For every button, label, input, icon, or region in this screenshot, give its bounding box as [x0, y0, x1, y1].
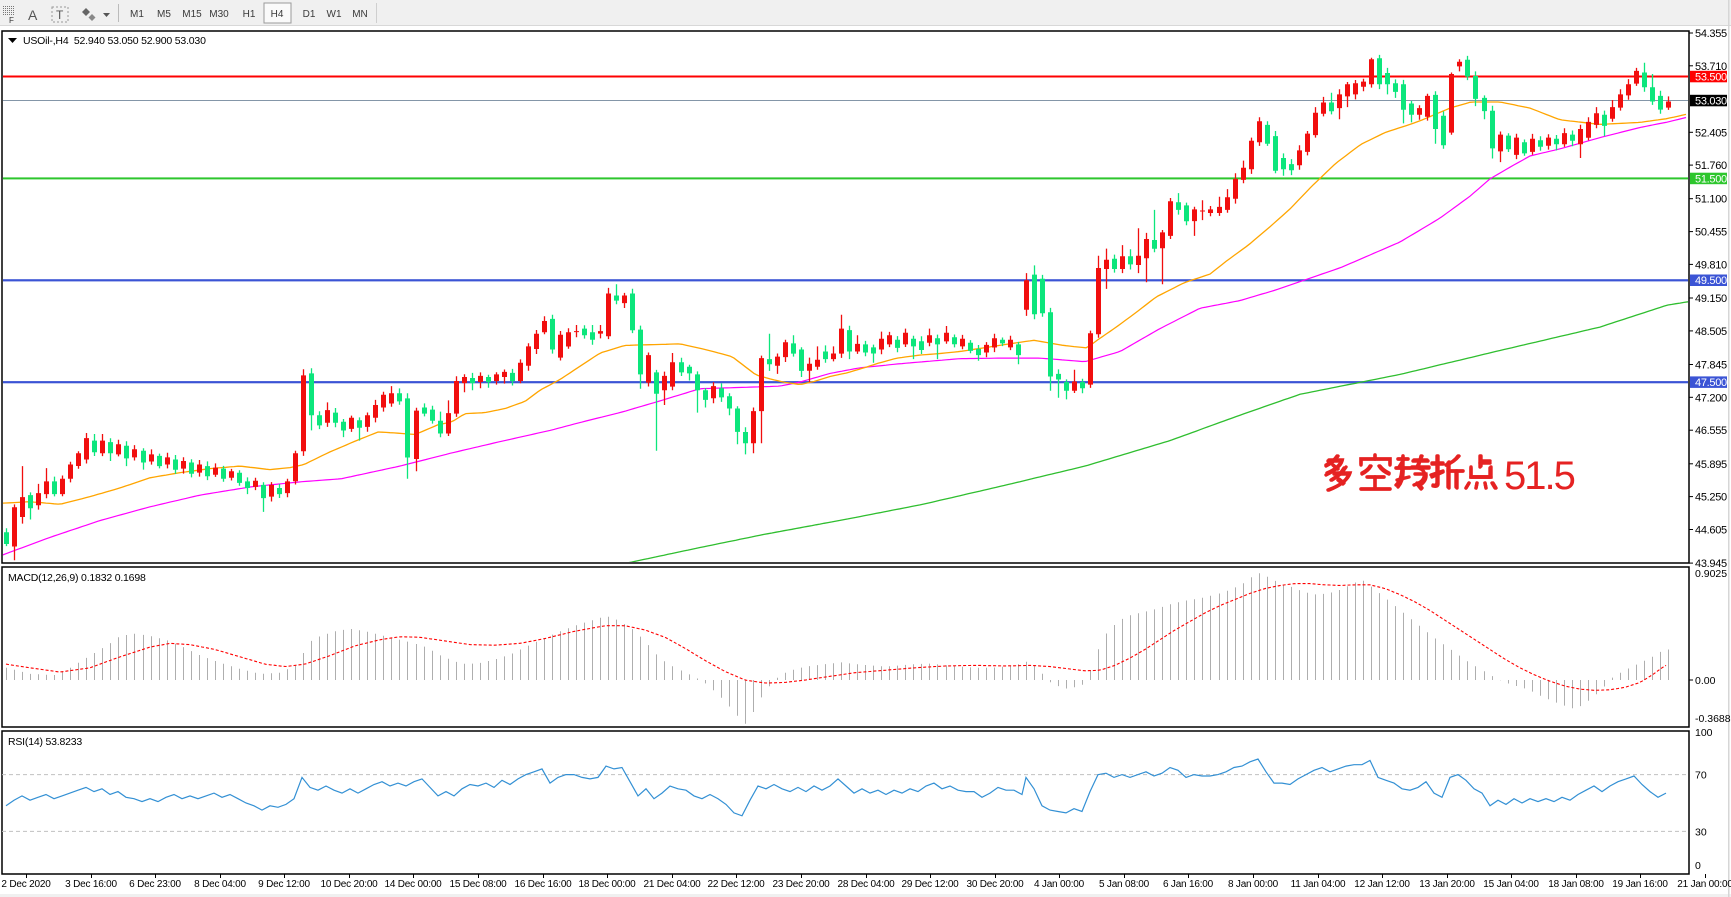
- svg-text:15 Jan 04:00: 15 Jan 04:00: [1483, 879, 1539, 890]
- svg-text:51.100: 51.100: [1695, 194, 1727, 206]
- svg-text:M30: M30: [209, 9, 229, 20]
- svg-text:6 Dec 23:00: 6 Dec 23:00: [129, 879, 181, 890]
- svg-text:12 Jan 12:00: 12 Jan 12:00: [1354, 879, 1410, 890]
- svg-text:21 Jan 00:00: 21 Jan 00:00: [1677, 879, 1731, 890]
- svg-text:0: 0: [1695, 860, 1701, 872]
- svg-text:53.030: 53.030: [1695, 96, 1727, 108]
- svg-text:47.500: 47.500: [1695, 377, 1727, 389]
- svg-text:W1: W1: [327, 9, 342, 20]
- svg-text:51.760: 51.760: [1695, 160, 1727, 172]
- svg-text:54.355: 54.355: [1695, 28, 1727, 40]
- svg-text:5 Jan 08:00: 5 Jan 08:00: [1099, 879, 1150, 890]
- svg-text:6 Jan 16:00: 6 Jan 16:00: [1163, 879, 1214, 890]
- svg-text:47.845: 47.845: [1695, 360, 1727, 372]
- svg-text:A: A: [28, 7, 38, 23]
- svg-text:100: 100: [1695, 727, 1713, 739]
- svg-text:52.405: 52.405: [1695, 127, 1727, 139]
- svg-text:22 Dec 12:00: 22 Dec 12:00: [707, 879, 765, 890]
- svg-text:30 Dec 20:00: 30 Dec 20:00: [966, 879, 1024, 890]
- svg-text:50.455: 50.455: [1695, 227, 1727, 239]
- svg-text:0.00: 0.00: [1695, 675, 1716, 687]
- svg-text:9 Dec 12:00: 9 Dec 12:00: [258, 879, 310, 890]
- svg-text:3 Dec 16:00: 3 Dec 16:00: [65, 879, 117, 890]
- svg-text:53.500: 53.500: [1695, 72, 1727, 84]
- svg-text:M1: M1: [130, 9, 144, 20]
- svg-text:-0.3688: -0.3688: [1695, 713, 1731, 725]
- svg-text:2 Dec 2020: 2 Dec 2020: [1, 879, 51, 890]
- svg-text:70: 70: [1695, 770, 1707, 782]
- svg-text:8 Jan 00:00: 8 Jan 00:00: [1228, 879, 1279, 890]
- svg-text:M5: M5: [157, 9, 171, 20]
- svg-text:45.250: 45.250: [1695, 492, 1727, 504]
- svg-text:44.605: 44.605: [1695, 525, 1727, 537]
- svg-text:46.555: 46.555: [1695, 425, 1727, 437]
- svg-text:30: 30: [1695, 826, 1707, 838]
- svg-text:49.500: 49.500: [1695, 275, 1727, 287]
- svg-text:45.895: 45.895: [1695, 459, 1727, 471]
- svg-text:48.505: 48.505: [1695, 326, 1727, 338]
- svg-text:51.5: 51.5: [1504, 454, 1575, 498]
- svg-text:13 Jan 20:00: 13 Jan 20:00: [1419, 879, 1475, 890]
- svg-text:USOil-,H4 52.940 53.050 52.90: USOil-,H4 52.940 53.050 52.900 53.030: [23, 35, 206, 47]
- svg-text:43.945: 43.945: [1695, 558, 1727, 570]
- svg-text:51.500: 51.500: [1695, 173, 1727, 185]
- svg-text:4 Jan 00:00: 4 Jan 00:00: [1034, 879, 1085, 890]
- svg-text:T: T: [56, 8, 64, 22]
- svg-text:16 Dec 16:00: 16 Dec 16:00: [514, 879, 572, 890]
- svg-text:10 Dec 20:00: 10 Dec 20:00: [320, 879, 378, 890]
- svg-text:18 Jan 08:00: 18 Jan 08:00: [1548, 879, 1604, 890]
- svg-text:8 Dec 04:00: 8 Dec 04:00: [194, 879, 246, 890]
- svg-text:F: F: [9, 16, 14, 25]
- svg-text:11 Jan 04:00: 11 Jan 04:00: [1291, 879, 1346, 890]
- svg-text:0.9025: 0.9025: [1695, 568, 1727, 580]
- svg-text:21 Dec 04:00: 21 Dec 04:00: [643, 879, 701, 890]
- svg-text:H4: H4: [271, 9, 284, 20]
- svg-text:53.710: 53.710: [1695, 61, 1727, 73]
- svg-text:D1: D1: [303, 9, 316, 20]
- svg-text:MACD(12,26,9) 0.1832 0.1698: MACD(12,26,9) 0.1832 0.1698: [8, 572, 146, 584]
- svg-text:29 Dec 12:00: 29 Dec 12:00: [901, 879, 959, 890]
- svg-text:M15: M15: [182, 9, 202, 20]
- svg-text:47.200: 47.200: [1695, 392, 1727, 404]
- svg-text:MN: MN: [352, 9, 368, 20]
- svg-text:18 Dec 00:00: 18 Dec 00:00: [578, 879, 636, 890]
- svg-text:15 Dec 08:00: 15 Dec 08:00: [449, 879, 507, 890]
- svg-text:28 Dec 04:00: 28 Dec 04:00: [837, 879, 895, 890]
- svg-text:RSI(14) 53.8233: RSI(14) 53.8233: [8, 736, 82, 748]
- svg-text:14 Dec 00:00: 14 Dec 00:00: [384, 879, 442, 890]
- svg-text:49.150: 49.150: [1695, 293, 1727, 305]
- svg-text:23 Dec 20:00: 23 Dec 20:00: [772, 879, 830, 890]
- svg-text:49.810: 49.810: [1695, 259, 1727, 271]
- svg-text:19 Jan 16:00: 19 Jan 16:00: [1612, 879, 1668, 890]
- svg-text:H1: H1: [243, 9, 256, 20]
